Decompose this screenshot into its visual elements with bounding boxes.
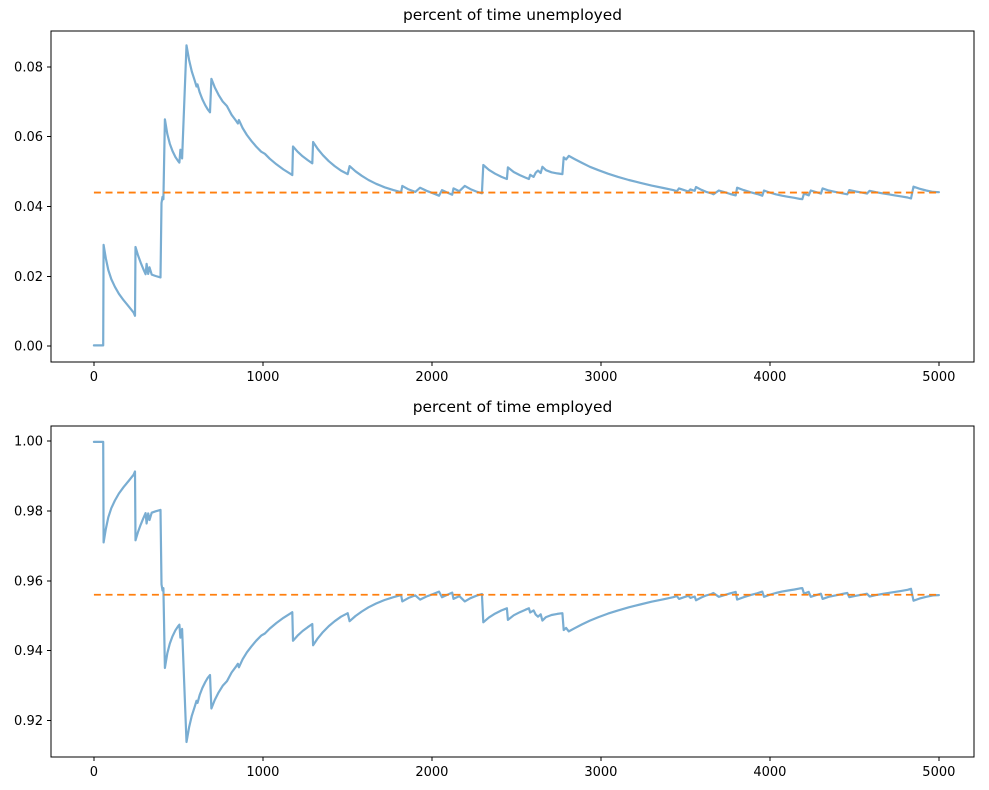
x-tick-label: 5000 [922,765,955,780]
x-tick-label: 3000 [584,765,617,780]
x-tick-label: 2000 [415,765,448,780]
y-tick-label: 0.00 [14,340,43,355]
y-tick-label: 0.94 [14,644,43,659]
x-tick-label: 4000 [753,370,786,385]
series-line [92,44,941,347]
series-line [92,440,941,744]
subplot-employed: percent of time employed 0 1000 2000 3000 40… [0,395,989,790]
y-tick-label: 0.02 [14,270,43,285]
y-tick-label: 0.98 [14,504,43,519]
y-tick-label: 0.96 [14,574,43,589]
chart-title-employed: percent of time employed [412,398,613,416]
chart-title-unemployed: percent of time unemployed [402,6,622,24]
y-tick-label: 0.06 [14,130,43,145]
x-tick-label: 2000 [415,370,448,385]
x-tick-label: 4000 [753,765,786,780]
y-tick-label: 0.08 [14,60,43,75]
employed-chart: 0 1000 2000 3000 4000 5000 0.92 0.94 0.96 0.98 1.0… [14,425,975,780]
y-tick-label: 0.92 [14,714,43,729]
unemployed-chart: 0 1000 2000 3000 4000 5000 0.00 0.02 0.04 0.06 0.0… [14,30,975,385]
x-tick-label: 0 [90,370,98,385]
plot-frame [50,425,975,758]
y-tick-label: 0.04 [14,200,43,215]
x-tick-label: 1000 [246,765,279,780]
plot-frame [50,30,975,363]
y-tick-label: 1.00 [14,435,43,450]
x-tick-label: 1000 [246,370,279,385]
subplot-unemployed: percent of time unemployed 0 1000 2000 3000… [14,6,975,385]
x-tick-label: 3000 [584,370,617,385]
x-tick-label: 0 [90,765,98,780]
x-tick-label: 5000 [922,370,955,385]
